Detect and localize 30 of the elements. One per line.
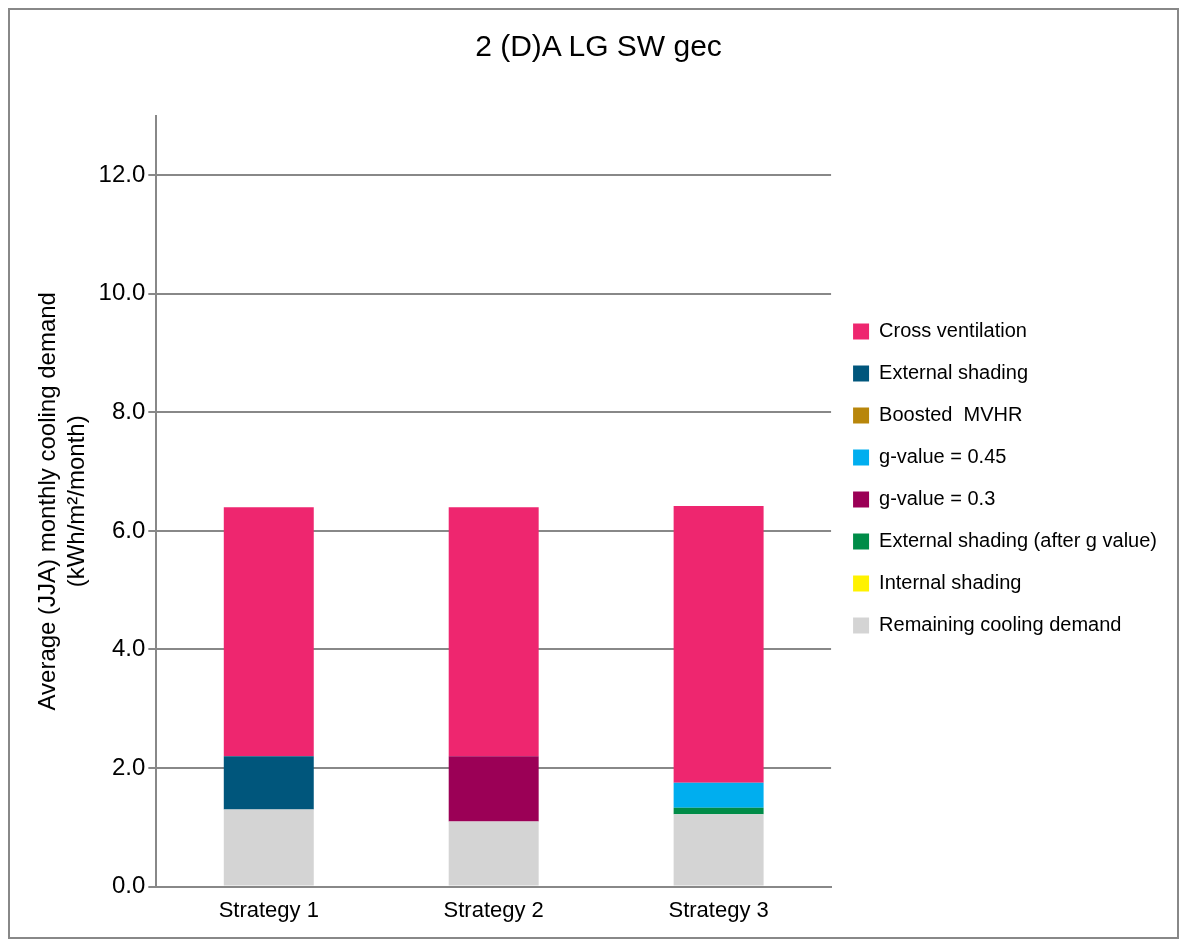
bar	[673, 782, 764, 808]
legend-label: External shading (after g value)	[879, 529, 1158, 552]
chart-title: 2 (D)A LG SW gec	[475, 29, 722, 63]
y-tick-label: 6.0	[111, 515, 146, 543]
y-axis-title: Average (JJA) monthly cooling demand (kWh/m²/month)	[33, 292, 89, 711]
legend-label: External shading	[879, 361, 1029, 384]
legend-label: Boosted MVHR	[879, 403, 1023, 426]
x-tick-label: Strategy 1	[218, 896, 319, 922]
bar	[448, 507, 539, 757]
bar	[673, 814, 764, 886]
x-tick-label: Strategy 3	[668, 896, 769, 922]
y-tick-label: 2.0	[111, 752, 146, 780]
bar	[223, 756, 314, 810]
y-tick-label: 4.0	[111, 634, 146, 662]
y-tick-label: 8.0	[111, 397, 146, 425]
bar	[223, 809, 314, 886]
y-tick-label: 12.0	[98, 159, 146, 187]
y-tick-label: 0.0	[111, 871, 146, 899]
legend-label: g-value = 0.45	[879, 445, 1007, 468]
bar	[448, 756, 539, 822]
legend-label: Internal shading	[879, 571, 1022, 594]
x-tick-label: Strategy 2	[443, 896, 544, 922]
legend-label: Remaining cooling demand	[879, 613, 1122, 636]
y-tick-label: 10.0	[98, 278, 146, 306]
legend-label: Cross ventilation	[879, 319, 1027, 342]
legend-label: g-value = 0.3	[879, 487, 996, 510]
bar	[673, 807, 764, 815]
bar	[673, 506, 764, 783]
bar	[223, 507, 314, 757]
bar	[448, 821, 539, 886]
